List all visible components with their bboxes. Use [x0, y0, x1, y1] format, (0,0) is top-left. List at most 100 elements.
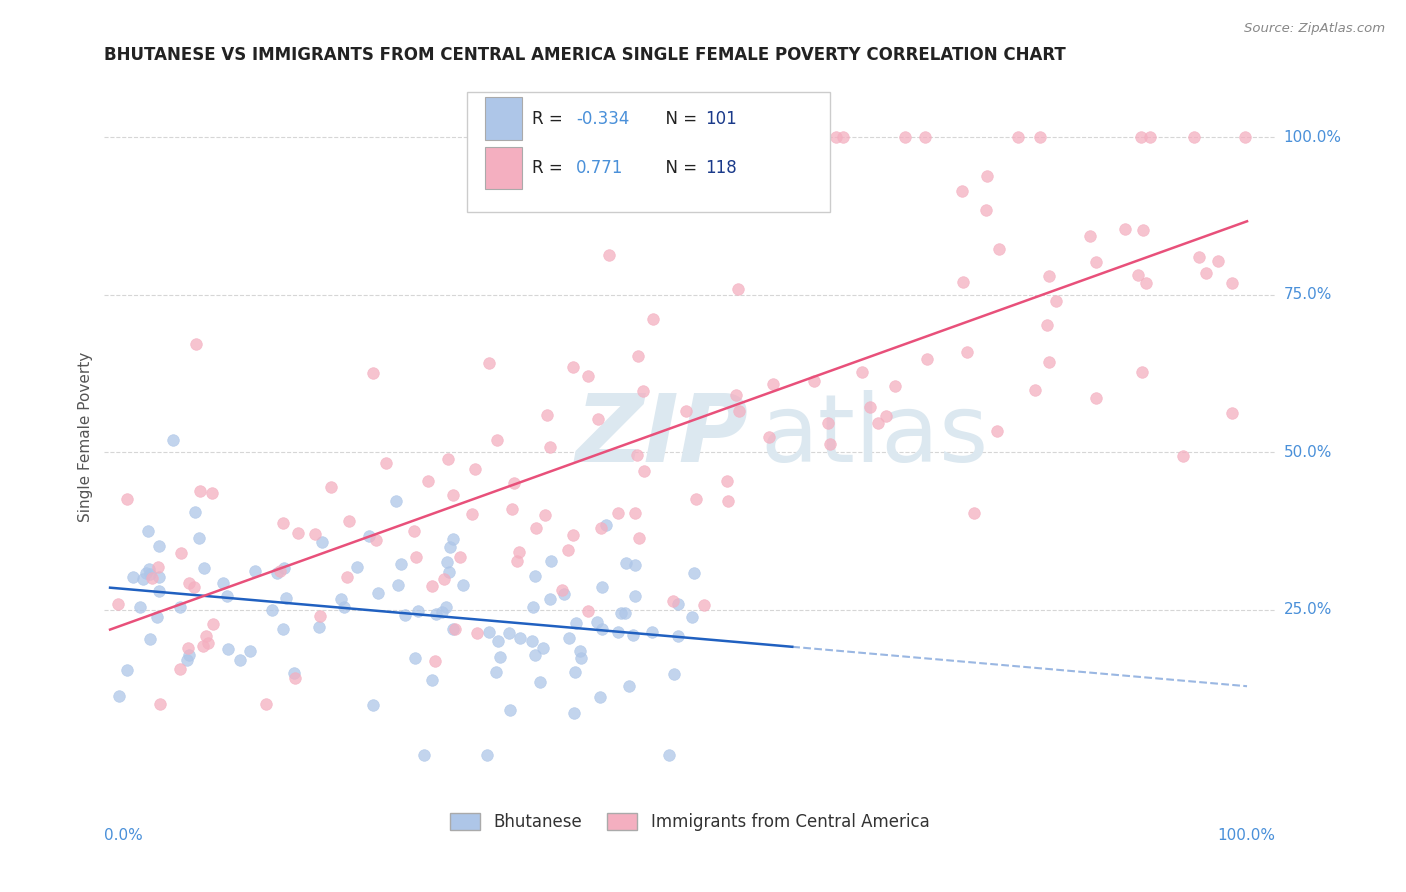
Point	[800, 130, 823, 145]
Point	[627, 349, 650, 363]
Point	[194, 629, 217, 643]
Point	[217, 642, 239, 657]
Point	[433, 572, 456, 586]
Point	[859, 400, 882, 414]
Point	[367, 586, 389, 600]
Point	[437, 565, 460, 579]
Point	[357, 529, 380, 543]
Point	[562, 706, 585, 721]
Point	[724, 388, 747, 402]
Point	[139, 632, 162, 646]
Point	[633, 384, 655, 399]
Point	[148, 539, 170, 553]
Point	[176, 653, 198, 667]
Point	[478, 624, 501, 639]
Point	[336, 570, 359, 584]
Point	[506, 554, 529, 568]
Point	[308, 620, 330, 634]
Text: 50.0%: 50.0%	[1284, 445, 1331, 459]
Point	[534, 508, 557, 522]
Text: 118: 118	[706, 159, 737, 177]
Point	[412, 747, 434, 762]
Point	[658, 747, 681, 762]
Point	[606, 624, 628, 639]
Point	[449, 550, 471, 565]
Point	[988, 242, 1011, 256]
Point	[201, 617, 224, 632]
Point	[425, 607, 447, 621]
Point	[441, 532, 464, 546]
Point	[610, 606, 633, 620]
Text: R =: R =	[531, 110, 568, 128]
Point	[179, 648, 201, 663]
Point	[394, 607, 416, 622]
Point	[643, 312, 665, 326]
Point	[149, 698, 172, 712]
Point	[1085, 255, 1108, 269]
Point	[956, 345, 979, 359]
Point	[1078, 229, 1101, 244]
Point	[464, 462, 486, 476]
Point	[915, 351, 938, 366]
Point	[148, 570, 170, 584]
Point	[666, 629, 689, 643]
Point	[453, 578, 475, 592]
Point	[1206, 254, 1229, 268]
Point	[190, 484, 212, 499]
Point	[1045, 293, 1067, 308]
Point	[337, 514, 360, 528]
Point	[1195, 266, 1218, 280]
Point	[385, 493, 408, 508]
Point	[557, 543, 579, 558]
Text: 75.0%: 75.0%	[1284, 287, 1331, 302]
Point	[894, 130, 917, 145]
Point	[617, 679, 640, 693]
Text: ZIP: ZIP	[575, 391, 748, 483]
Point	[523, 569, 546, 583]
Point	[666, 597, 689, 611]
Point	[884, 379, 907, 393]
Point	[717, 494, 740, 508]
Point	[191, 639, 214, 653]
Legend: Bhutanese, Immigrants from Central America: Bhutanese, Immigrants from Central Ameri…	[444, 806, 936, 838]
Point	[193, 561, 215, 575]
Point	[308, 609, 330, 624]
Point	[1085, 391, 1108, 405]
Point	[592, 622, 614, 636]
Point	[184, 336, 207, 351]
Point	[122, 570, 145, 584]
Point	[333, 599, 356, 614]
Point	[565, 615, 588, 630]
Point	[420, 673, 443, 688]
Point	[586, 615, 609, 629]
Point	[170, 545, 193, 559]
Point	[641, 625, 664, 640]
Point	[177, 641, 200, 656]
Point	[761, 376, 783, 391]
Point	[117, 491, 139, 506]
Point	[569, 644, 592, 658]
FancyBboxPatch shape	[467, 92, 831, 211]
Point	[626, 448, 648, 462]
Point	[405, 549, 427, 564]
Point	[304, 527, 326, 541]
Point	[239, 644, 262, 658]
Point	[1171, 449, 1194, 463]
Point	[591, 521, 613, 535]
Point	[562, 527, 585, 541]
Point	[215, 590, 238, 604]
Point	[831, 130, 853, 145]
Point	[624, 558, 647, 572]
Point	[623, 506, 645, 520]
Point	[1132, 222, 1154, 236]
Point	[139, 567, 162, 582]
Point	[693, 599, 716, 613]
Point	[624, 589, 647, 603]
Point	[1035, 318, 1057, 333]
Point	[614, 556, 637, 570]
Point	[499, 703, 522, 717]
Point	[461, 507, 484, 521]
Point	[1038, 268, 1060, 283]
Point	[135, 566, 157, 580]
Point	[1188, 250, 1211, 264]
